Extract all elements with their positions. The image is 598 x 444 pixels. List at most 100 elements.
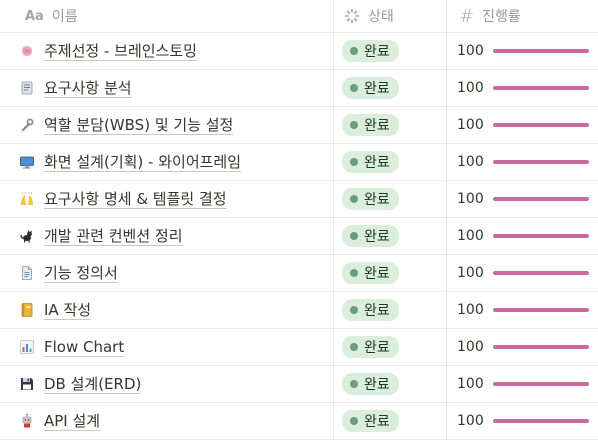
progress-bar-fill [493,382,589,386]
table-body: 주제선정 - 브레인스토밍 완료 100 요구사항 분석 완료 100 [0,33,598,440]
status-cell[interactable]: 완료 [333,70,446,106]
progress-bar-fill [493,160,589,164]
status-label: 완료 [364,303,390,319]
name-cell[interactable]: 주제선정 - 브레인스토밍 [0,33,333,69]
progress-bar-fill [493,234,589,238]
status-label: 완료 [364,266,390,282]
row-title[interactable]: 주제선정 - 브레인스토밍 [44,41,197,61]
progress-bar [493,345,589,349]
progress-value: 100 [457,413,484,429]
number-property-icon: # [459,5,475,27]
status-dot-icon [350,158,358,166]
column-header-name-label: 이름 [51,9,78,25]
progress-cell[interactable]: 100 [446,107,598,143]
status-cell[interactable]: 완료 [333,33,446,69]
name-cell[interactable]: 요구사항 분석 [0,70,333,106]
progress-cell[interactable]: 100 [446,366,598,402]
progress-cell[interactable]: 100 [446,181,598,217]
status-cell[interactable]: 완료 [333,181,446,217]
row-title[interactable]: 화면 설계(기획) - 와이어프레임 [44,152,242,172]
row-title[interactable]: Flow Chart [44,337,125,357]
row-title[interactable]: API 설계 [44,411,101,431]
name-cell[interactable]: IA 작성 [0,292,333,328]
row-title[interactable]: DB 설계(ERD) [44,374,142,394]
progress-bar-fill [493,419,589,423]
status-cell[interactable]: 완료 [333,218,446,254]
status-cell[interactable]: 완료 [333,292,446,328]
row-title[interactable]: IA 작성 [44,300,92,320]
status-badge: 완료 [342,299,399,321]
progress-cell[interactable]: 100 [446,144,598,180]
row-title[interactable]: 개발 관련 컨벤션 정리 [44,226,183,246]
progress-cell[interactable]: 100 [446,403,598,439]
progress-cell[interactable]: 100 [446,329,598,365]
progress-bar-fill [493,197,589,201]
status-label: 완료 [364,118,390,134]
status-dot-icon [350,306,358,314]
progress-cell[interactable]: 100 [446,33,598,69]
column-header-progress[interactable]: # 진행률 [446,0,598,32]
status-cell[interactable]: 완료 [333,403,446,439]
table-header: Aa 이름 상태 [0,0,598,33]
table-row[interactable]: 기능 정의서 완료 100 [0,255,598,292]
name-cell[interactable]: DB 설계(ERD) [0,366,333,402]
row-title[interactable]: 요구사항 명세 & 템플릿 결정 [44,189,227,209]
progress-value: 100 [457,154,484,170]
progress-value: 100 [457,376,484,392]
progress-value: 100 [457,339,484,355]
name-cell[interactable]: 요구사항 명세 & 템플릿 결정 [0,181,333,217]
progress-value: 100 [457,228,484,244]
table-row[interactable]: IA 작성 완료 100 [0,292,598,329]
column-header-status[interactable]: 상태 [333,0,446,32]
table-row[interactable]: 화면 설계(기획) - 와이어프레임 완료 100 [0,144,598,181]
bar-chart-icon [18,338,36,356]
status-cell[interactable]: 완료 [333,255,446,291]
name-cell[interactable]: 기능 정의서 [0,255,333,291]
brain-icon [18,42,36,60]
status-cell[interactable]: 완료 [333,144,446,180]
status-cell[interactable]: 완료 [333,107,446,143]
status-badge: 완료 [342,373,399,395]
progress-value: 100 [457,265,484,281]
computer-icon [18,153,36,171]
status-dot-icon [350,232,358,240]
row-title[interactable]: 요구사항 분석 [44,78,132,98]
progress-cell[interactable]: 100 [446,218,598,254]
table-row[interactable]: Flow Chart 완료 100 [0,329,598,366]
table-row[interactable]: API 설계 완료 100 [0,403,598,440]
table-row[interactable]: 주제선정 - 브레인스토밍 완료 100 [0,33,598,70]
row-title[interactable]: 역할 분담(WBS) 및 기능 설정 [44,115,234,135]
progress-bar [493,197,589,201]
progress-value: 100 [457,117,484,133]
table-row[interactable]: 요구사항 분석 완료 100 [0,70,598,107]
floppy-disk-icon [18,375,36,393]
progress-cell[interactable]: 100 [446,70,598,106]
progress-cell[interactable]: 100 [446,292,598,328]
name-cell[interactable]: 화면 설계(기획) - 와이어프레임 [0,144,333,180]
status-badge: 완료 [342,188,399,210]
table-row[interactable]: 역할 분담(WBS) 및 기능 설정 완료 100 [0,107,598,144]
status-cell[interactable]: 완료 [333,329,446,365]
progress-bar [493,308,589,312]
status-dot-icon [350,417,358,425]
progress-bar [493,271,589,275]
name-cell[interactable]: 역할 분담(WBS) 및 기능 설정 [0,107,333,143]
name-cell[interactable]: 개발 관련 컨벤션 정리 [0,218,333,254]
progress-bar-fill [493,345,589,349]
column-header-name[interactable]: Aa 이름 [0,0,333,32]
progress-cell[interactable]: 100 [446,255,598,291]
status-label: 완료 [364,377,390,393]
status-label: 완료 [364,155,390,171]
status-badge: 완료 [342,114,399,136]
status-badge: 완료 [342,262,399,284]
status-dot-icon [350,380,358,388]
status-badge: 완료 [342,40,399,62]
status-cell[interactable]: 완료 [333,366,446,402]
row-title[interactable]: 기능 정의서 [44,263,118,283]
table-row[interactable]: DB 설계(ERD) 완료 100 [0,366,598,403]
column-header-status-label: 상태 [368,9,394,25]
name-cell[interactable]: Flow Chart [0,329,333,365]
table-row[interactable]: 개발 관련 컨벤션 정리 완료 100 [0,218,598,255]
name-cell[interactable]: API 설계 [0,403,333,439]
table-row[interactable]: 요구사항 명세 & 템플릿 결정 완료 100 [0,181,598,218]
